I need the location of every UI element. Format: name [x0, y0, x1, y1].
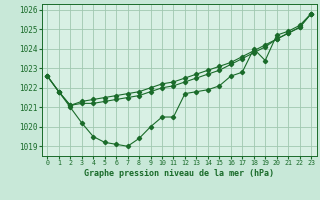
X-axis label: Graphe pression niveau de la mer (hPa): Graphe pression niveau de la mer (hPa) — [84, 169, 274, 178]
